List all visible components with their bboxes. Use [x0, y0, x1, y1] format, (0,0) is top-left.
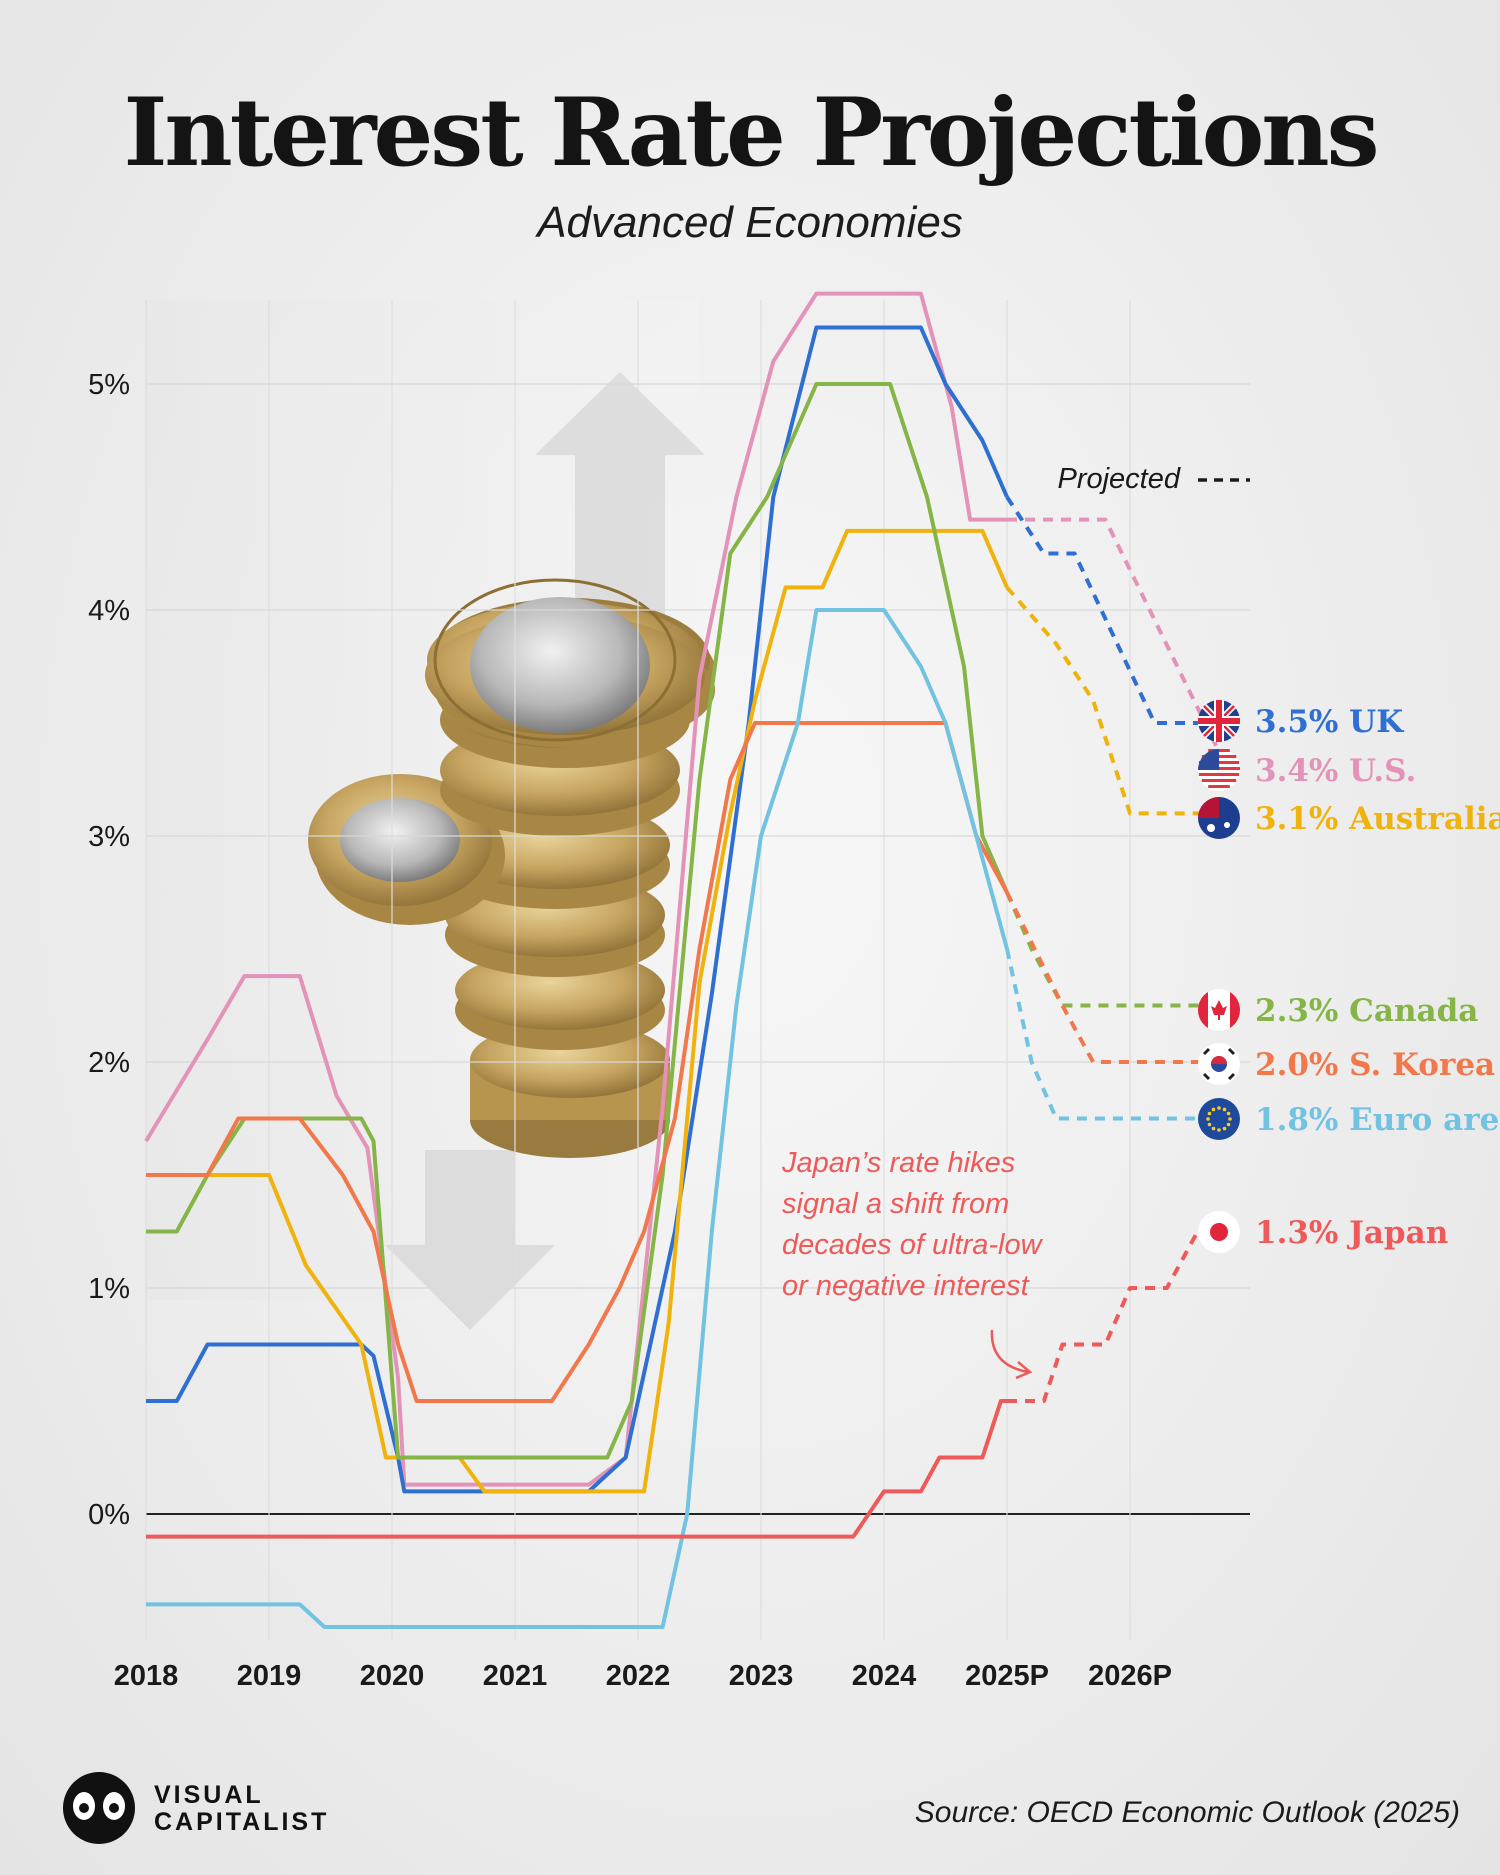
down-arrow-icon [385, 1150, 555, 1330]
annotation-line-1: Japan’s rate hikes [781, 1147, 1015, 1179]
x-tick-label: 2020 [360, 1660, 425, 1692]
australia-flag-icon [1198, 797, 1240, 839]
end-label-s-korea: 2.0% S. Korea [1198, 1043, 1495, 1085]
series-end-label: 3.4% U.S. [1255, 753, 1416, 789]
projected-legend-label: Projected [1057, 463, 1180, 495]
x-tick-label: 2025P [965, 1660, 1049, 1692]
end-label-australia: 3.1% Australia [1198, 797, 1500, 839]
end-label-u-s-: 3.4% U.S. [1198, 749, 1416, 791]
annotation-line-4: or negative interest [782, 1270, 1031, 1302]
series-end-label: 3.5% UK [1255, 704, 1404, 740]
series-end-label: 2.3% Canada [1255, 993, 1478, 1029]
y-tick-label: 3% [88, 821, 130, 853]
end-label-uk: 3.5% UK [1198, 700, 1404, 742]
y-tick-label: 0% [88, 1499, 130, 1531]
series-end-label: 2.0% S. Korea [1255, 1047, 1495, 1083]
canada-flag-icon [1197, 989, 1241, 1031]
x-tick-label: 2022 [606, 1660, 671, 1692]
x-tick-label: 2026P [1088, 1660, 1172, 1692]
x-tick-label: 2021 [483, 1660, 548, 1692]
series-line-s-korea [146, 721, 1009, 1403]
series-projection-euro-area [1005, 948, 1217, 1121]
chart-end-markers: 3.4% U.S. 3.5% UK 3.1% Australia 2.3% Canad… [1197, 700, 1500, 1253]
series-line-japan [146, 1399, 1007, 1539]
page-subtitle: Advanced Economies [537, 198, 963, 247]
x-tick-label: 2024 [852, 1660, 917, 1692]
euro-area-flag-icon [1198, 1098, 1240, 1140]
end-label-japan: 1.3% Japan [1198, 1211, 1448, 1253]
japan-flag-icon [1198, 1211, 1240, 1253]
series-end-label: 3.1% Australia [1255, 801, 1500, 837]
series-end-label: 1.8% Euro area [1255, 1102, 1500, 1138]
svg-text:Japan’s rate hikes signa: Japan’s rate hikes signal a shift from d… [781, 1147, 1050, 1302]
chart-series [144, 291, 1218, 1629]
x-tick-label: 2023 [729, 1660, 794, 1692]
japan-annotation: Japan’s rate hikes signal a shift from d… [781, 1147, 1050, 1380]
visual-capitalist-logo-icon [63, 1772, 135, 1844]
series-line-euro-area [146, 608, 1009, 1629]
u-s--flag-icon [1198, 749, 1240, 791]
annotation-arrow-icon [990, 1329, 1029, 1374]
end-label-canada: 2.3% Canada [1197, 989, 1478, 1031]
y-tick-label: 1% [88, 1273, 130, 1305]
projected-legend: Projected [1057, 463, 1250, 495]
coin-stack-icon [308, 578, 715, 1158]
x-tick-label: 2018 [114, 1660, 179, 1692]
end-label-euro-area: 1.8% Euro area [1198, 1098, 1500, 1140]
series-end-label: 1.3% Japan [1255, 1215, 1448, 1251]
brand-logo: VISUAL CAPITALIST [54, 1768, 374, 1848]
series-projection-u-s- [1007, 517, 1218, 747]
chart-axes: 0% 1% 2% 3% 4% 5% 2018 2019 2020 2021 2022 2023 2024… [88, 369, 1172, 1692]
annotation-line-2: signal a shift from [782, 1188, 1009, 1220]
coin-photo [146, 300, 715, 1330]
y-tick-label: 5% [88, 369, 130, 401]
brand-line-1: VISUAL [154, 1781, 264, 1809]
page-title: Interest Rate Projections [123, 78, 1379, 188]
y-tick-label: 4% [88, 595, 130, 627]
series-projection-australia [1005, 586, 1217, 816]
x-tick-label: 2019 [237, 1660, 302, 1692]
chart-gridlines [145, 300, 1250, 1640]
series-line-australia [146, 528, 1009, 1494]
series-projection-japan [1007, 1229, 1217, 1403]
y-tick-label: 2% [88, 1047, 130, 1079]
series-projection-uk [1005, 495, 1217, 725]
series-projection-canada [1005, 891, 1217, 1008]
source-note: Source: OECD Economic Outlook (2025) [914, 1796, 1460, 1829]
uk-flag-icon [1198, 700, 1240, 742]
brand-line-2: CAPITALIST [154, 1808, 330, 1836]
series-line-uk [146, 325, 1009, 1494]
annotation-line-3: decades of ultra-low [782, 1229, 1044, 1261]
s-korea-flag-icon [1198, 1043, 1240, 1085]
series-projection-s-korea [1005, 891, 1217, 1064]
